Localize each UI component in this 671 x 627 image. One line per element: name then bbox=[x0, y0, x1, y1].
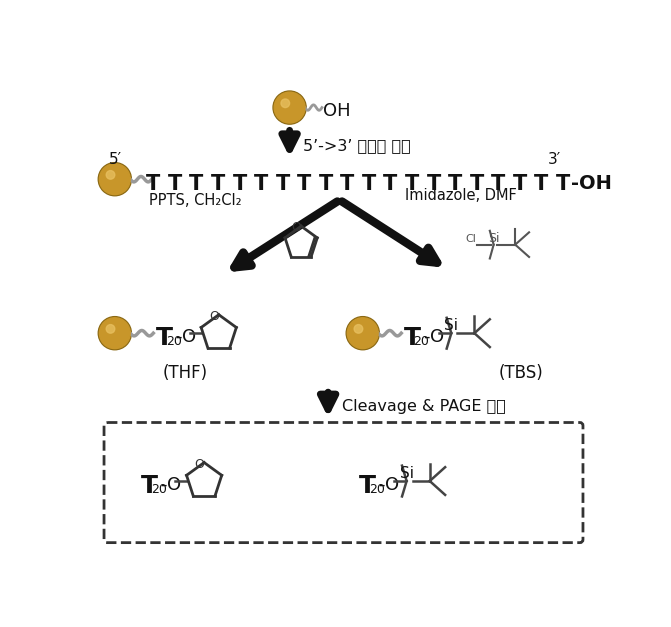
Circle shape bbox=[346, 317, 379, 350]
Circle shape bbox=[281, 99, 290, 108]
Circle shape bbox=[99, 318, 130, 349]
Text: 20: 20 bbox=[166, 335, 182, 348]
Text: PPTS, CH₂Cl₂: PPTS, CH₂Cl₂ bbox=[149, 192, 242, 208]
Text: T: T bbox=[491, 174, 505, 194]
Text: O: O bbox=[209, 310, 219, 323]
Text: T: T bbox=[232, 174, 247, 194]
Text: T: T bbox=[276, 174, 290, 194]
Text: T: T bbox=[189, 174, 203, 194]
Text: T: T bbox=[470, 174, 484, 194]
Circle shape bbox=[274, 92, 305, 123]
Text: 20: 20 bbox=[151, 483, 167, 496]
Text: 20: 20 bbox=[413, 335, 429, 348]
Text: T: T bbox=[156, 326, 172, 350]
Circle shape bbox=[106, 171, 115, 179]
Text: (TBS): (TBS) bbox=[499, 364, 543, 382]
Text: O: O bbox=[195, 458, 205, 471]
Text: Cleavage & PAGE 정제: Cleavage & PAGE 정제 bbox=[342, 399, 506, 414]
Text: Si: Si bbox=[444, 318, 458, 333]
Circle shape bbox=[98, 317, 132, 350]
Text: T: T bbox=[141, 473, 158, 498]
Circle shape bbox=[354, 325, 363, 333]
Text: T: T bbox=[513, 174, 527, 194]
Text: 5′: 5′ bbox=[109, 152, 121, 167]
Text: -O: -O bbox=[175, 328, 196, 346]
Text: T: T bbox=[362, 174, 376, 194]
Text: 20: 20 bbox=[369, 483, 384, 496]
Text: T: T bbox=[405, 174, 419, 194]
Circle shape bbox=[348, 318, 378, 349]
Text: 3′: 3′ bbox=[548, 152, 561, 167]
Text: T: T bbox=[319, 174, 333, 194]
FancyBboxPatch shape bbox=[104, 423, 583, 542]
Text: OH: OH bbox=[323, 102, 351, 120]
Text: -O: -O bbox=[160, 476, 181, 494]
Circle shape bbox=[273, 91, 306, 124]
Circle shape bbox=[99, 164, 130, 194]
Circle shape bbox=[98, 162, 132, 196]
Text: T: T bbox=[556, 174, 570, 194]
Text: Imidazole, DMF: Imidazole, DMF bbox=[405, 188, 517, 203]
Text: -O: -O bbox=[378, 476, 399, 494]
Text: T: T bbox=[297, 174, 311, 194]
Text: T: T bbox=[403, 326, 421, 350]
Text: O: O bbox=[292, 221, 301, 234]
Text: T: T bbox=[448, 174, 462, 194]
Text: T: T bbox=[427, 174, 441, 194]
Text: Cl: Cl bbox=[465, 234, 476, 243]
Text: -OH: -OH bbox=[570, 174, 611, 193]
Text: T: T bbox=[534, 174, 548, 194]
Text: T: T bbox=[254, 174, 268, 194]
Text: 5’->3’ 올리고 합성: 5’->3’ 올리고 합성 bbox=[303, 139, 411, 154]
Text: T: T bbox=[211, 174, 225, 194]
Circle shape bbox=[106, 325, 115, 333]
Text: (THF): (THF) bbox=[163, 364, 208, 382]
Text: T: T bbox=[146, 174, 160, 194]
Text: -O: -O bbox=[423, 328, 444, 346]
Text: T: T bbox=[383, 174, 398, 194]
Text: Si: Si bbox=[400, 466, 413, 481]
Text: T: T bbox=[359, 473, 376, 498]
Text: T: T bbox=[340, 174, 354, 194]
Text: T: T bbox=[168, 174, 182, 194]
Text: Si: Si bbox=[488, 231, 499, 245]
